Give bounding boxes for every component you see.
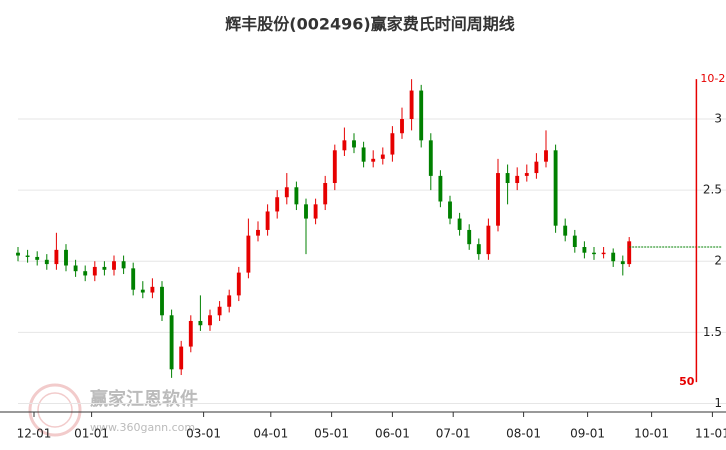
y-tick-label: 1 <box>714 396 722 410</box>
candle-body <box>294 187 299 205</box>
candle-body <box>313 204 318 219</box>
candle-body <box>323 183 328 205</box>
candle-body <box>476 244 481 255</box>
candle-body <box>112 261 116 270</box>
candle-body <box>44 259 49 265</box>
candle-body <box>352 140 356 148</box>
watermark-logo <box>28 383 82 437</box>
x-tick-label: 11-01 <box>695 427 726 441</box>
candle-body <box>582 247 587 253</box>
candle-body <box>438 175 443 202</box>
x-tick-label: 08-01 <box>506 427 541 441</box>
candle-body <box>83 271 88 276</box>
x-tick-label: 03-01 <box>186 427 221 441</box>
candle-body <box>419 90 424 141</box>
y-tick-label: 2 <box>714 254 722 268</box>
candle-body <box>265 211 270 230</box>
candle-body <box>54 249 59 265</box>
candle-body <box>524 173 529 176</box>
candle-body <box>601 252 606 255</box>
candle-body <box>592 252 596 255</box>
candle-body <box>160 286 164 316</box>
candle-body <box>380 154 385 159</box>
candle-body <box>188 320 193 347</box>
x-tick-label: 05-01 <box>314 427 349 441</box>
y-tick-label: 1.5 <box>703 325 722 339</box>
candle-body <box>150 286 155 293</box>
candle-body <box>25 255 30 257</box>
candle-body <box>563 225 568 236</box>
candle-body <box>496 173 500 226</box>
watermark-url: www.360gann.com <box>90 421 195 434</box>
x-tick-label: 12-01 <box>17 427 52 441</box>
x-tick-label: 06-01 <box>375 427 410 441</box>
candle-body <box>131 268 136 290</box>
y-tick-label: 3 <box>714 112 722 126</box>
candle-body <box>256 229 260 236</box>
candle-body <box>409 90 414 120</box>
candle-body <box>140 289 145 293</box>
candle-body <box>73 265 78 272</box>
candle-body <box>275 197 280 212</box>
candle-body <box>361 147 366 162</box>
y-tick-label: 2.5 <box>703 183 722 197</box>
watermark-text: 赢家江恩软件 <box>90 388 198 410</box>
candle-body <box>390 133 395 155</box>
candle-body <box>428 140 433 176</box>
candle-body <box>227 295 232 307</box>
x-tick-label: 04-01 <box>253 427 288 441</box>
x-tick-label: 07-01 <box>436 427 471 441</box>
cycle-label-bottom: 50 <box>679 375 695 388</box>
candle-body <box>400 119 404 134</box>
candle-body <box>515 175 520 184</box>
candle-body <box>553 150 558 226</box>
candle-body <box>64 249 68 266</box>
candle-body <box>342 140 347 151</box>
candle-body <box>620 261 625 265</box>
candle-body <box>217 306 222 316</box>
candle-body <box>102 266 107 270</box>
x-tick-label: 09-01 <box>570 427 605 441</box>
x-tick-label: 01-01 <box>74 427 109 441</box>
candle-body <box>304 204 308 219</box>
candle-body <box>121 261 126 269</box>
candle-body <box>486 225 491 255</box>
candle-body <box>284 187 289 198</box>
candle-body <box>179 346 184 370</box>
candle-body <box>236 272 241 296</box>
candle-body <box>627 241 632 265</box>
candle-body <box>198 320 203 326</box>
cycle-label-top: 10-2 <box>700 72 725 85</box>
candle-body <box>371 158 376 162</box>
candle-body <box>448 201 452 219</box>
candle-body <box>611 252 616 262</box>
candle-body <box>505 173 510 184</box>
candle-body <box>169 315 174 370</box>
candle-body <box>16 252 20 256</box>
candle-body <box>457 218 462 230</box>
candle-body <box>332 150 337 184</box>
candle-body <box>246 235 251 273</box>
candle-body <box>208 315 212 326</box>
candle-body <box>35 256 40 260</box>
candle-body <box>534 161 539 174</box>
chart-title: 辉丰股份(002496)赢家费氏时间周期线 <box>225 15 514 34</box>
candle-body <box>467 229 472 245</box>
candle-body <box>92 266 97 276</box>
candle-body <box>544 150 548 162</box>
x-tick-label: 10-01 <box>634 427 669 441</box>
candle-body <box>572 235 577 248</box>
